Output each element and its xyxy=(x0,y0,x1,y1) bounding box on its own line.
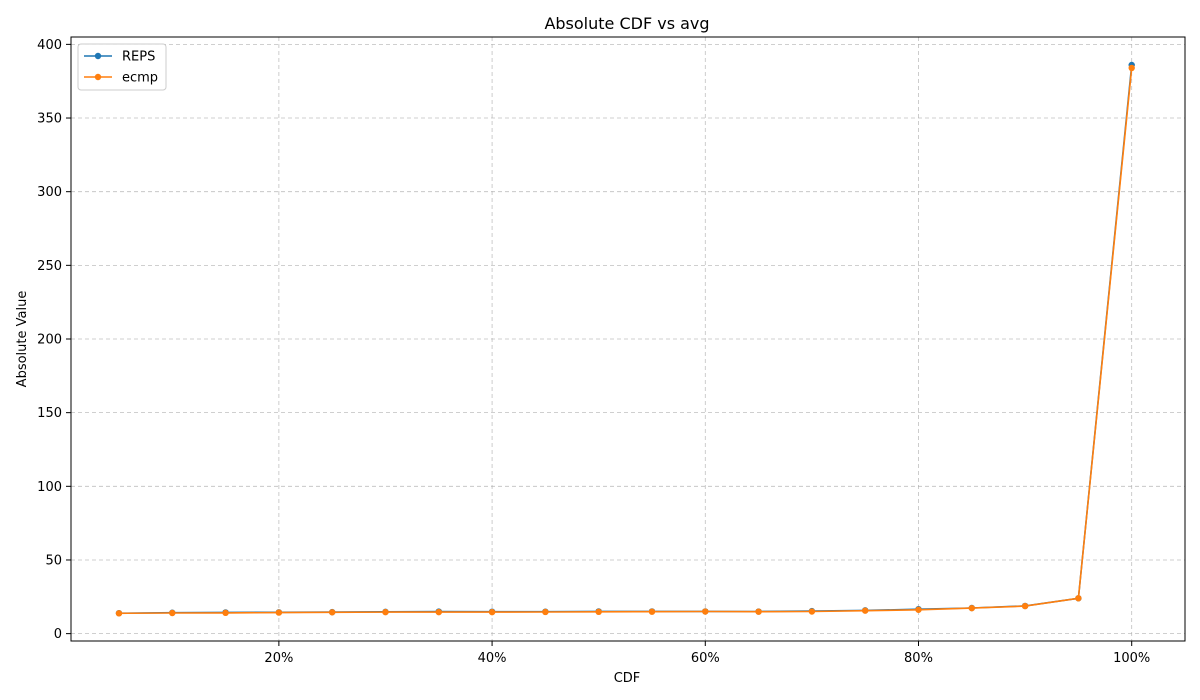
data-point-ecmp xyxy=(648,608,656,615)
y-tick-label: 100 xyxy=(37,480,62,495)
series-layer xyxy=(115,61,1135,617)
y-tick-label: 150 xyxy=(37,406,62,421)
data-point-ecmp xyxy=(382,608,389,616)
legend: REPS ecmp xyxy=(77,43,167,91)
y-tick-label: 200 xyxy=(37,333,62,348)
data-point-ecmp xyxy=(1021,602,1029,610)
grid xyxy=(71,37,1185,641)
data-point-ecmp xyxy=(115,610,123,617)
y-tick-label: 50 xyxy=(45,553,62,568)
data-point-ecmp xyxy=(488,608,496,616)
data-point-ecmp xyxy=(595,608,602,616)
series-line-ecmp xyxy=(118,67,1133,615)
data-point-ecmp xyxy=(542,608,549,616)
x-tick-label: 100% xyxy=(1113,651,1150,666)
y-axis-label: Absolute Value xyxy=(15,291,30,388)
legend-label: ecmp xyxy=(122,71,158,86)
data-point-ecmp xyxy=(755,608,762,615)
data-point-ecmp xyxy=(328,609,336,616)
x-tick-label: 60% xyxy=(691,651,720,666)
x-tick-label: 80% xyxy=(904,651,933,666)
data-point-ecmp xyxy=(915,606,922,613)
legend-swatch-marker xyxy=(94,52,102,60)
y-tick-label: 300 xyxy=(37,185,62,200)
data-point-ecmp xyxy=(702,608,709,615)
legend-swatch-marker xyxy=(94,73,102,81)
data-point-ecmp xyxy=(861,607,869,614)
x-tick-label: 20% xyxy=(264,651,293,666)
x-axis-label: CDF xyxy=(614,671,641,686)
y-tick-label: 350 xyxy=(37,112,62,127)
x-tick-label: 40% xyxy=(478,651,507,666)
data-point-ecmp xyxy=(808,608,816,615)
data-point-ecmp xyxy=(968,604,975,612)
y-tick-label: 0 xyxy=(54,627,62,642)
data-point-ecmp xyxy=(435,608,442,616)
data-point-ecmp xyxy=(275,609,283,616)
series-ecmp xyxy=(115,64,1135,617)
data-point-ecmp xyxy=(169,609,176,617)
y-tick-label: 250 xyxy=(37,259,62,274)
legend-label: REPS xyxy=(122,50,155,65)
data-point-ecmp xyxy=(1128,64,1135,72)
x-axis: 20% 40% 60% 80% 100% xyxy=(264,641,1150,666)
y-axis: 0 50 100 150 200 250 300 350 400 xyxy=(37,38,71,642)
data-point-ecmp xyxy=(222,609,229,617)
chart-title: Absolute CDF vs avg xyxy=(544,14,709,33)
y-tick-label: 400 xyxy=(37,38,62,53)
data-point-ecmp xyxy=(1075,595,1082,602)
